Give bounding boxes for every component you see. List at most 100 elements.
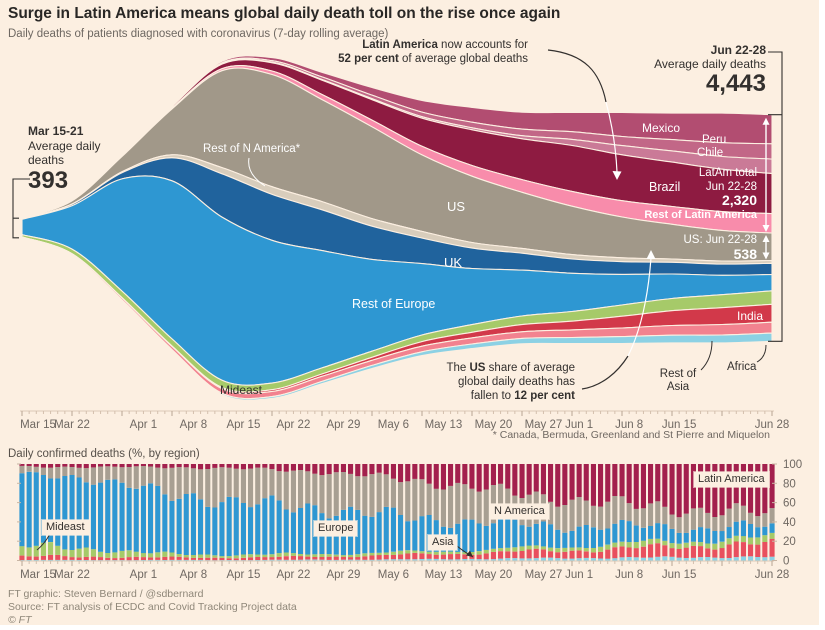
bar-segment-mideast — [598, 546, 604, 552]
bar-segment-n-america — [448, 485, 454, 528]
bar-segment-asia — [140, 557, 146, 560]
bar-segment-latin-america — [605, 464, 611, 502]
bar-segment-latin-america — [455, 464, 461, 483]
bar-segment-europe — [98, 482, 104, 552]
bar-segment-europe — [633, 525, 639, 542]
bar-segment-mideast — [733, 535, 739, 542]
bar-segment-latin-america — [648, 464, 654, 504]
bar-segment-africa — [490, 559, 496, 561]
bar-segment-latin-america — [90, 464, 96, 468]
bar-segment-africa — [476, 559, 482, 561]
bar-segment-n-america — [105, 466, 111, 480]
bar-segment-latin-america — [755, 464, 761, 517]
bar-segment-n-america — [205, 469, 211, 507]
bar-segment-europe — [269, 495, 275, 555]
bar-segment-africa — [269, 559, 275, 561]
bar-segment-mideast — [512, 547, 518, 552]
band-label-us: US — [447, 199, 466, 214]
bar-segment-latin-america — [26, 464, 32, 466]
bar-segment-asia — [619, 546, 625, 558]
bar-segment-latin-america — [369, 464, 375, 475]
bar-segment-europe — [548, 524, 554, 548]
bar-segment-mideast — [176, 554, 182, 557]
bar-segment-africa — [83, 560, 89, 561]
bar-segment-mideast — [769, 532, 775, 539]
bar-segment-latin-america — [433, 464, 439, 489]
bar-segment-latin-america — [290, 464, 296, 471]
bar-segment-latin-america — [469, 464, 475, 489]
bar-segment-n-america — [319, 475, 325, 514]
bar-segment-latin-america — [626, 464, 632, 504]
band-label-chile: Chile — [697, 147, 724, 159]
latam-share-arrow — [547, 49, 607, 103]
bar-segment-latin-america — [412, 464, 418, 479]
bar-segment-asia — [726, 544, 732, 558]
bar-segment-asia — [548, 551, 554, 558]
svg-text:Mar 15: Mar 15 — [20, 419, 56, 431]
bar-segment-n-america — [648, 503, 654, 526]
bar-segment-mideast — [119, 550, 125, 558]
bar-segment-mideast — [698, 542, 704, 547]
svg-text:Apr 22: Apr 22 — [276, 419, 310, 431]
bar-segment-asia — [26, 556, 32, 560]
bar-segment-europe — [305, 503, 311, 555]
band-label-uk: UK — [444, 255, 463, 270]
bar-segment-mideast — [248, 554, 254, 558]
svg-text:0: 0 — [783, 556, 789, 568]
bar-segment-latin-america — [248, 464, 254, 469]
bar-asia-arrowhead — [466, 550, 473, 557]
bar-segment-asia — [569, 550, 575, 559]
bar-segment-n-america — [483, 489, 489, 526]
bar-segment-europe — [669, 528, 675, 544]
band-label-rest-asia-line2: Asia — [666, 381, 690, 393]
bar-segment-n-america — [619, 496, 625, 520]
bar-segment-africa — [448, 559, 454, 561]
bar-segment-n-america — [605, 501, 611, 529]
bar-segment-europe — [376, 512, 382, 553]
bar-segment-europe — [469, 519, 475, 552]
bar-segment-latin-america — [512, 464, 518, 496]
svg-text:May 6: May 6 — [378, 419, 409, 431]
bar-segment-mideast — [62, 549, 68, 557]
bar-segment-europe — [719, 531, 725, 542]
us-share-arrowhead — [646, 250, 656, 259]
bar-segment-africa — [655, 556, 661, 561]
bar-segment-n-america — [155, 467, 161, 486]
bar-segment-n-america — [62, 466, 68, 476]
bar-segment-n-america — [19, 465, 25, 474]
bar-segment-asia — [562, 551, 568, 559]
bar-segment-latin-america — [398, 464, 404, 483]
bar-segment-mideast — [719, 541, 725, 549]
bar-segment-n-america — [112, 466, 118, 480]
bar-segment-europe — [190, 493, 196, 555]
bar-segment-mideast — [283, 552, 289, 557]
bar-segment-asia — [190, 557, 196, 560]
bar-segment-mideast — [205, 554, 211, 558]
bar-segment-latin-america — [240, 464, 246, 470]
bar-segment-latin-america — [533, 464, 539, 492]
bar-segment-europe — [505, 515, 511, 548]
bar-segment-asia — [198, 557, 204, 560]
bar-segment-n-america — [269, 469, 275, 496]
bar-segment-asia — [376, 555, 382, 560]
bar-segment-europe — [112, 479, 118, 553]
bar-segment-africa — [583, 557, 589, 561]
bar-segment-asia — [76, 557, 82, 560]
band-label-rest-europe: Rest of Europe — [352, 297, 436, 311]
svg-text:May 20: May 20 — [475, 419, 513, 431]
bar-segment-europe — [198, 499, 204, 555]
bar-segment-europe — [576, 526, 582, 548]
bar-segment-latin-america — [669, 464, 675, 515]
bar-segment-mideast — [76, 548, 82, 558]
bar-segment-africa — [198, 560, 204, 561]
bar-segment-mideast — [276, 553, 282, 557]
bar-segment-mideast — [383, 552, 389, 555]
bar-segment-asia — [426, 554, 432, 559]
bar-segment-n-america — [55, 467, 61, 479]
bar-segment-n-america — [183, 467, 189, 494]
bar-segment-n-america — [248, 468, 254, 508]
bar-segment-n-america — [283, 471, 289, 510]
bar-segment-mideast — [33, 545, 39, 557]
bar-segment-europe — [498, 517, 504, 549]
bar-segment-europe — [655, 523, 661, 539]
